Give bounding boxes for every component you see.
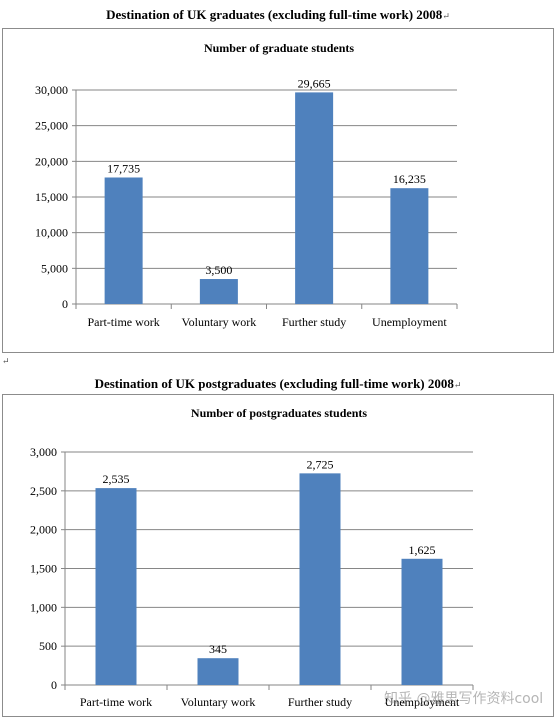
postgraduates-bar: [95, 488, 137, 685]
graduates-chart: Number of graduate students 0 5,000 10,000 1…: [2, 28, 554, 353]
postgraduates-category-label: Part-time work: [80, 695, 152, 709]
postgraduates-y-tick-label: 1,000: [30, 600, 57, 614]
graduates-y-tick-label: 10,000: [35, 226, 68, 240]
graduates-heading: Destination of UK graduates (excluding f…: [0, 7, 556, 23]
graduates-chart-svg: Number of graduate students 0 5,000 10,000 1…: [35, 41, 458, 329]
postgraduates-heading-text: Destination of UK postgraduates (excludi…: [94, 376, 454, 391]
graduates-y-tick-label: 20,000: [35, 154, 68, 168]
graduates-category-label: Unemployment: [372, 315, 447, 329]
graduates-y-tick-label: 5,000: [41, 261, 68, 275]
paragraph-mark-icon: ↵: [453, 380, 462, 390]
postgraduates-data-label: 345: [209, 642, 227, 656]
graduates-category-label: Voluntary work: [181, 315, 256, 329]
graduates-data-label: 3,500: [205, 263, 232, 277]
postgraduates-y-tick-label: 2,500: [30, 484, 57, 498]
postgraduates-data-label: 2,725: [307, 457, 334, 471]
postgraduates-y-tick-label: 3,000: [30, 445, 57, 459]
postgraduates-category-label: Unemployment: [385, 695, 460, 709]
graduates-y-tick-label: 0: [62, 297, 68, 311]
graduates-y-tick-label: 25,000: [35, 119, 68, 133]
postgraduates-y-tick-label: 0: [51, 678, 57, 692]
postgraduates-chart-svg: Number of postgraduates students 0 500 1,00…: [30, 406, 474, 709]
graduates-bar: [295, 92, 334, 304]
graduates-heading-text: Destination of UK graduates (excluding f…: [106, 7, 443, 22]
postgraduates-heading: Destination of UK postgraduates (excludi…: [0, 376, 556, 392]
postgraduates-data-label: 2,535: [103, 472, 130, 486]
graduates-data-label: 16,235: [393, 172, 426, 186]
graduates-category-label: Further study: [282, 315, 346, 329]
graduates-bar: [104, 177, 143, 304]
postgraduates-bar: [299, 473, 341, 685]
graduates-y-tick-label: 15,000: [35, 190, 68, 204]
watermark: 知乎 @雅思写作资料cool: [384, 691, 544, 707]
postgraduates-category-label: Voluntary work: [181, 695, 256, 709]
paragraph-mark-icon: ↵: [442, 11, 450, 21]
graduates-bar: [199, 279, 238, 304]
graduates-data-label: 29,665: [298, 76, 331, 90]
postgraduates-category-label: Further study: [288, 695, 352, 709]
graduates-bar: [390, 188, 429, 304]
paragraph-mark-icon: ↵: [2, 356, 10, 366]
postgraduates-chart-title: Number of postgraduates students: [191, 406, 367, 420]
postgraduates-data-label: 1,625: [409, 543, 436, 557]
postgraduates-y-tick-label: 500: [39, 639, 57, 653]
postgraduates-bar: [197, 658, 239, 685]
postgraduates-y-tick-label: 1,500: [30, 562, 57, 576]
postgraduates-y-tick-label: 2,000: [30, 523, 57, 537]
graduates-chart-title: Number of graduate students: [204, 41, 354, 55]
postgraduates-bar: [401, 558, 443, 685]
postgraduates-chart: Number of postgraduates students 0 500 1,00…: [2, 394, 554, 717]
graduates-data-label: 17,735: [107, 161, 140, 175]
graduates-category-label: Part-time work: [87, 315, 159, 329]
graduates-y-tick-label: 30,000: [35, 83, 68, 97]
